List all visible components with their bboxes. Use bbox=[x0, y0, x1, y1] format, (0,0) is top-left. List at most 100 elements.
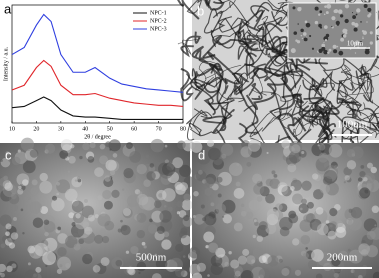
fiber bbox=[219, 17, 242, 39]
fiber bbox=[207, 51, 240, 85]
grain bbox=[188, 142, 196, 149]
grain bbox=[150, 138, 165, 153]
grain bbox=[266, 208, 280, 221]
grain bbox=[242, 248, 250, 256]
grain bbox=[256, 196, 263, 202]
x-tick-label: 50 bbox=[107, 126, 113, 132]
fiber bbox=[316, 0, 332, 8]
grain bbox=[40, 206, 49, 215]
data-line bbox=[11, 13, 184, 93]
scale-bar-label: 500nm bbox=[136, 252, 167, 264]
grain bbox=[246, 161, 252, 167]
grain bbox=[136, 212, 147, 223]
plot-frame bbox=[11, 4, 184, 124]
grain bbox=[59, 150, 69, 159]
grain bbox=[194, 214, 205, 225]
fiber bbox=[186, 0, 210, 14]
grain bbox=[115, 259, 123, 267]
speck bbox=[302, 32, 307, 36]
sem-texture bbox=[0, 137, 195, 278]
grain bbox=[0, 159, 3, 162]
speck bbox=[300, 34, 303, 37]
grain bbox=[94, 167, 104, 177]
speck bbox=[299, 7, 302, 9]
grain bbox=[301, 198, 307, 205]
speck bbox=[362, 36, 364, 38]
grain bbox=[273, 173, 278, 178]
grain bbox=[126, 194, 140, 208]
fiber bbox=[189, 111, 213, 136]
grain bbox=[311, 249, 324, 262]
grain bbox=[143, 179, 151, 187]
grain bbox=[298, 203, 309, 214]
fiber bbox=[210, 29, 242, 48]
grain bbox=[265, 193, 275, 204]
grain bbox=[198, 169, 203, 175]
speck bbox=[328, 48, 332, 52]
grain bbox=[65, 262, 71, 269]
speck bbox=[304, 20, 308, 24]
fiber bbox=[281, 93, 310, 113]
grain bbox=[10, 232, 19, 240]
speck bbox=[305, 36, 307, 38]
grain bbox=[54, 273, 60, 278]
fiber bbox=[221, 17, 250, 33]
speck bbox=[292, 6, 296, 10]
grain bbox=[39, 180, 53, 194]
grain bbox=[42, 251, 57, 266]
grain bbox=[370, 166, 377, 174]
speck bbox=[318, 48, 323, 53]
speck bbox=[337, 9, 343, 14]
grain bbox=[5, 231, 10, 237]
speck bbox=[335, 20, 340, 25]
grain bbox=[359, 187, 371, 199]
fiber bbox=[287, 104, 340, 146]
grain bbox=[318, 152, 329, 163]
grain bbox=[210, 262, 223, 276]
grain bbox=[97, 195, 103, 201]
grain bbox=[215, 247, 226, 258]
grain bbox=[347, 248, 351, 252]
grain bbox=[305, 247, 308, 250]
fiber bbox=[191, 45, 216, 61]
grain bbox=[228, 162, 243, 177]
grain bbox=[302, 252, 310, 259]
scale-bar-label: 200nm bbox=[327, 252, 358, 264]
grain bbox=[348, 249, 363, 264]
fiber bbox=[251, 63, 268, 79]
grain bbox=[307, 201, 314, 209]
grain bbox=[57, 247, 67, 257]
speck bbox=[296, 40, 301, 44]
grain bbox=[149, 261, 152, 264]
grain bbox=[156, 226, 165, 234]
grain bbox=[29, 149, 39, 158]
speck bbox=[367, 14, 371, 18]
fiber bbox=[234, 85, 259, 134]
grain bbox=[315, 207, 324, 215]
legend-label: NPC-1 bbox=[150, 10, 167, 16]
grain bbox=[220, 143, 234, 156]
grain bbox=[325, 220, 330, 224]
grain bbox=[18, 185, 22, 190]
fiber bbox=[248, 82, 263, 101]
sem-texture bbox=[188, 139, 379, 278]
grain bbox=[99, 155, 109, 165]
grain bbox=[141, 241, 146, 246]
grain bbox=[317, 144, 320, 147]
grain bbox=[318, 143, 326, 151]
legend-label: NPC-3 bbox=[150, 26, 167, 32]
grain bbox=[217, 193, 222, 198]
speck bbox=[352, 12, 354, 14]
grain bbox=[344, 175, 350, 181]
grain bbox=[43, 219, 50, 225]
speck bbox=[359, 41, 363, 44]
speck bbox=[324, 25, 328, 29]
grain bbox=[151, 273, 162, 278]
grain bbox=[292, 238, 300, 246]
speck bbox=[349, 48, 352, 50]
grain bbox=[248, 199, 260, 211]
fiber bbox=[337, 97, 362, 119]
grain bbox=[172, 157, 184, 169]
fiber bbox=[337, 71, 363, 106]
y-axis-label: Intensity / a.u. bbox=[3, 46, 9, 81]
